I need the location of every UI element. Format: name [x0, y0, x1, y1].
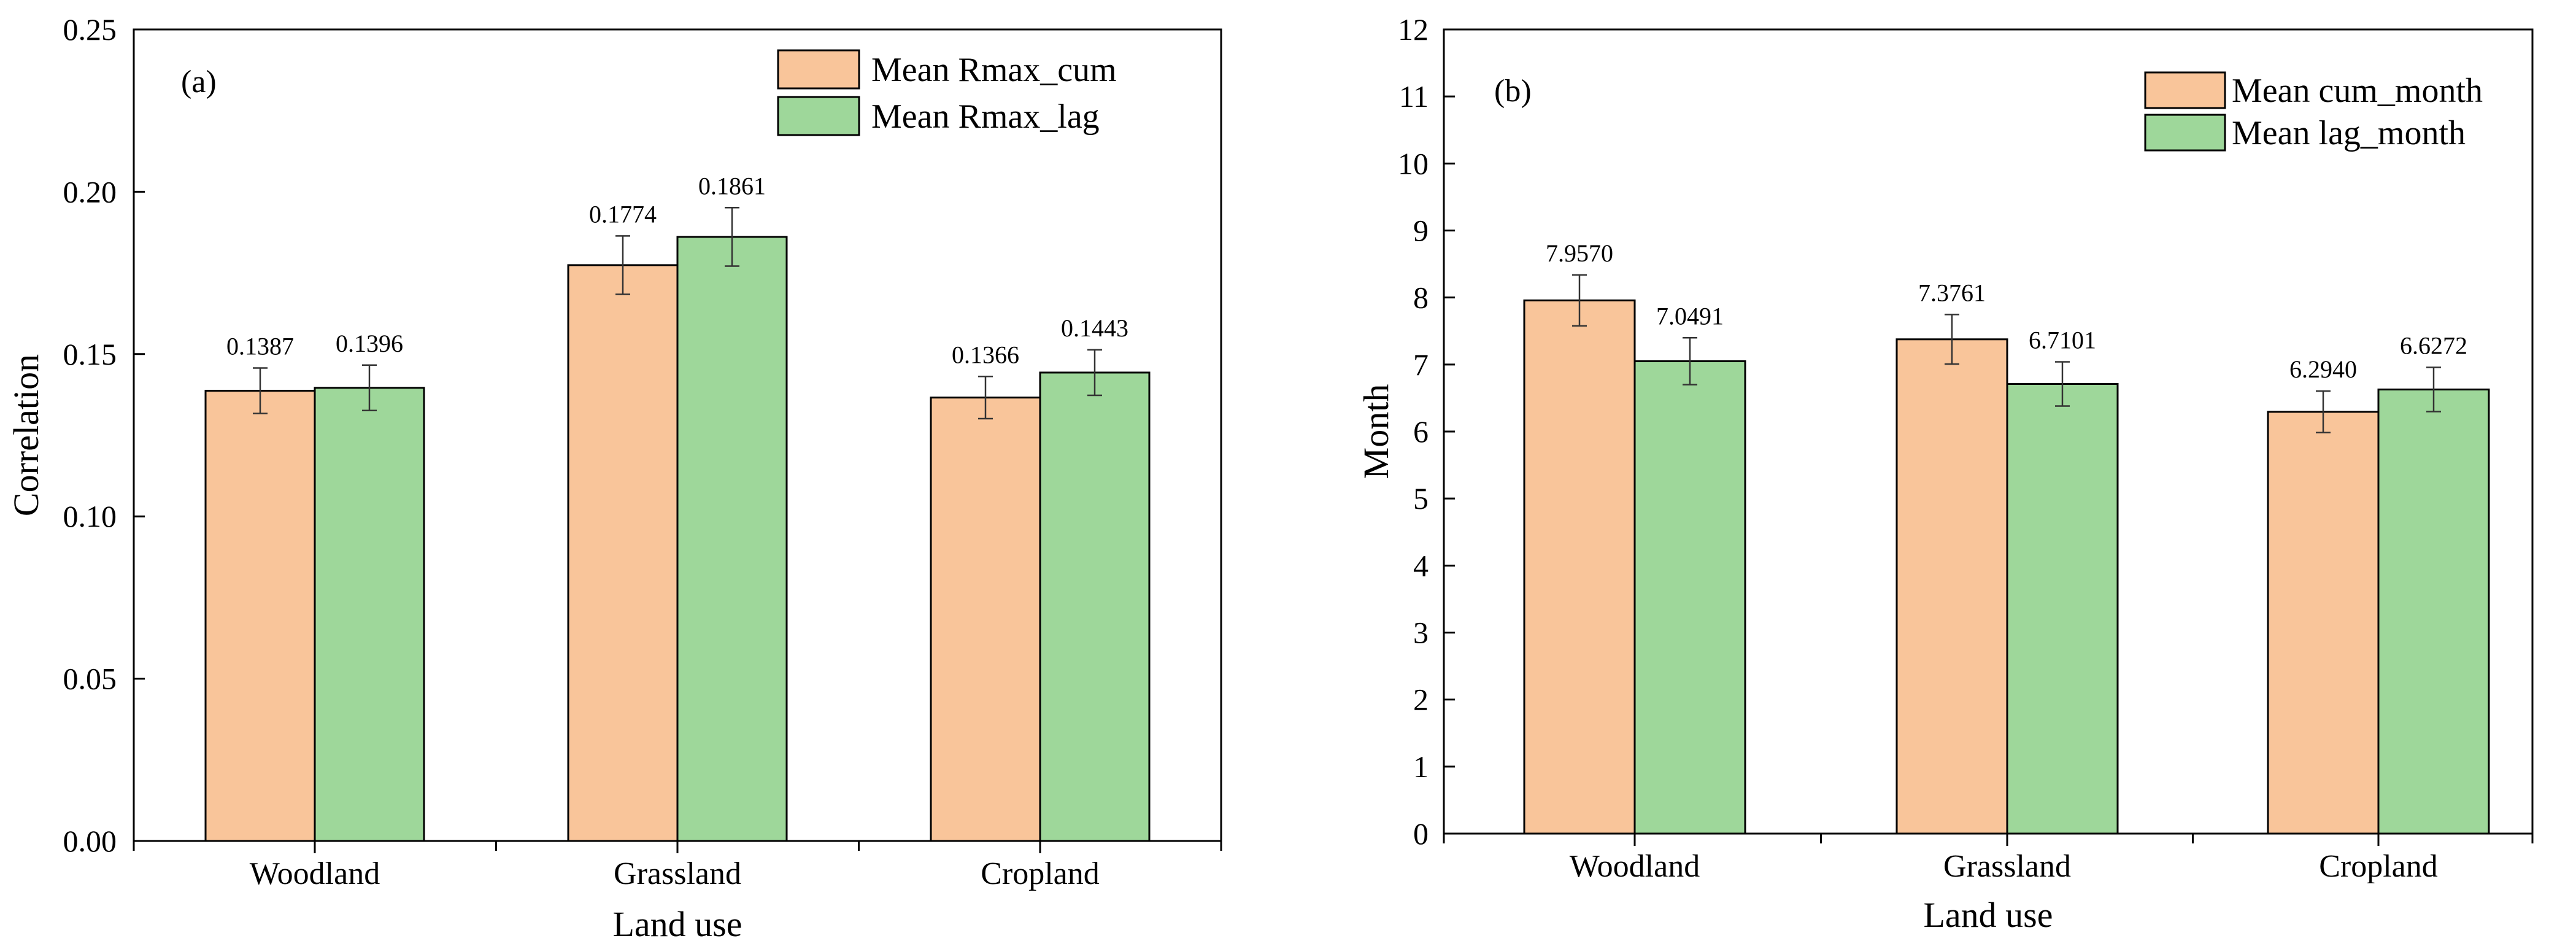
- data-label: 0.1774: [589, 200, 657, 228]
- y-tick-label: 4: [1413, 548, 1429, 583]
- bar-woodland-series-2: [1633, 360, 1746, 835]
- y-tick-label: 0.25: [63, 12, 117, 47]
- y-tick-label: 0.15: [63, 337, 117, 371]
- data-label: 7.0491: [1656, 302, 1724, 330]
- legend-label: Mean lag_month: [2232, 114, 2466, 152]
- data-label: 0.1396: [336, 330, 403, 357]
- y-tick-label: 12: [1398, 12, 1429, 47]
- bar-cropland-series-2: [2377, 389, 2490, 835]
- data-label: 0.1861: [698, 172, 766, 199]
- x-axis-title: Land use: [613, 904, 742, 944]
- y-axis-title: Correlation: [6, 354, 46, 516]
- legend-swatch-1: [2144, 71, 2226, 109]
- y-tick-label: 9: [1413, 214, 1429, 248]
- bar-grassland-series-1: [567, 264, 679, 842]
- data-label: 7.3761: [1918, 279, 1986, 306]
- x-tick-label: Grassland: [614, 856, 741, 891]
- bar-woodland-series-1: [1523, 299, 1636, 835]
- data-label: 0.1443: [1061, 314, 1128, 342]
- x-tick-label: Woodland: [1570, 849, 1700, 884]
- y-tick-label: 5: [1413, 481, 1429, 516]
- panel-label: (a): [181, 64, 217, 99]
- y-tick-label: 0.20: [63, 174, 117, 209]
- bar-woodland-series-2: [314, 387, 425, 842]
- y-tick-label: 8: [1413, 281, 1429, 315]
- x-axis-title: Land use: [1924, 895, 2053, 935]
- y-tick-label: 6: [1413, 414, 1429, 449]
- data-label: 6.7101: [2029, 326, 2096, 354]
- y-tick-label: 1: [1413, 750, 1429, 784]
- y-tick-label: 0.05: [63, 662, 117, 696]
- x-tick-label: Woodland: [250, 856, 380, 891]
- y-tick-label: 7: [1413, 347, 1429, 382]
- bar-cropland-series-2: [1039, 371, 1151, 842]
- data-label: 6.6272: [2400, 332, 2467, 360]
- legend-label: Mean cum_month: [2232, 72, 2483, 110]
- y-tick-label: 3: [1413, 616, 1429, 650]
- data-label: 0.1366: [952, 341, 1019, 368]
- bar-grassland-series-2: [676, 236, 788, 842]
- legend-swatch-2: [777, 96, 860, 136]
- bar-grassland-series-1: [1895, 338, 2008, 835]
- legend-swatch-1: [777, 49, 860, 90]
- y-tick-label: 0: [1413, 816, 1429, 851]
- x-tick-label: Grassland: [1943, 849, 2071, 884]
- x-tick-label: Cropland: [981, 856, 1100, 891]
- y-axis-title: Month: [1356, 384, 1396, 479]
- bar-cropland-series-1: [930, 397, 1041, 842]
- legend-swatch-2: [2144, 114, 2226, 152]
- legend-label: Mean Rmax_lag: [871, 98, 1100, 136]
- x-tick-label: Cropland: [2319, 849, 2438, 884]
- data-label: 0.1387: [226, 333, 294, 360]
- bar-woodland-series-1: [204, 390, 316, 842]
- y-tick-label: 10: [1398, 146, 1429, 180]
- legend-label: Mean Rmax_cum: [871, 51, 1117, 89]
- bar-cropland-series-1: [2267, 411, 2380, 835]
- y-tick-label: 0.10: [63, 499, 117, 533]
- panel-label: (b): [1494, 74, 1532, 109]
- data-label: 7.9570: [1546, 239, 1613, 267]
- data-label: 6.2940: [2289, 355, 2357, 383]
- y-tick-label: 2: [1413, 683, 1429, 717]
- y-tick-label: 0.00: [63, 824, 117, 858]
- bar-grassland-series-2: [2006, 382, 2119, 835]
- chart-panel-a: 0.1387 0.1774 0.1366 0.1396 0.1861 0.1443 0.00…: [6, 12, 1222, 944]
- y-tick-label: 11: [1399, 79, 1429, 114]
